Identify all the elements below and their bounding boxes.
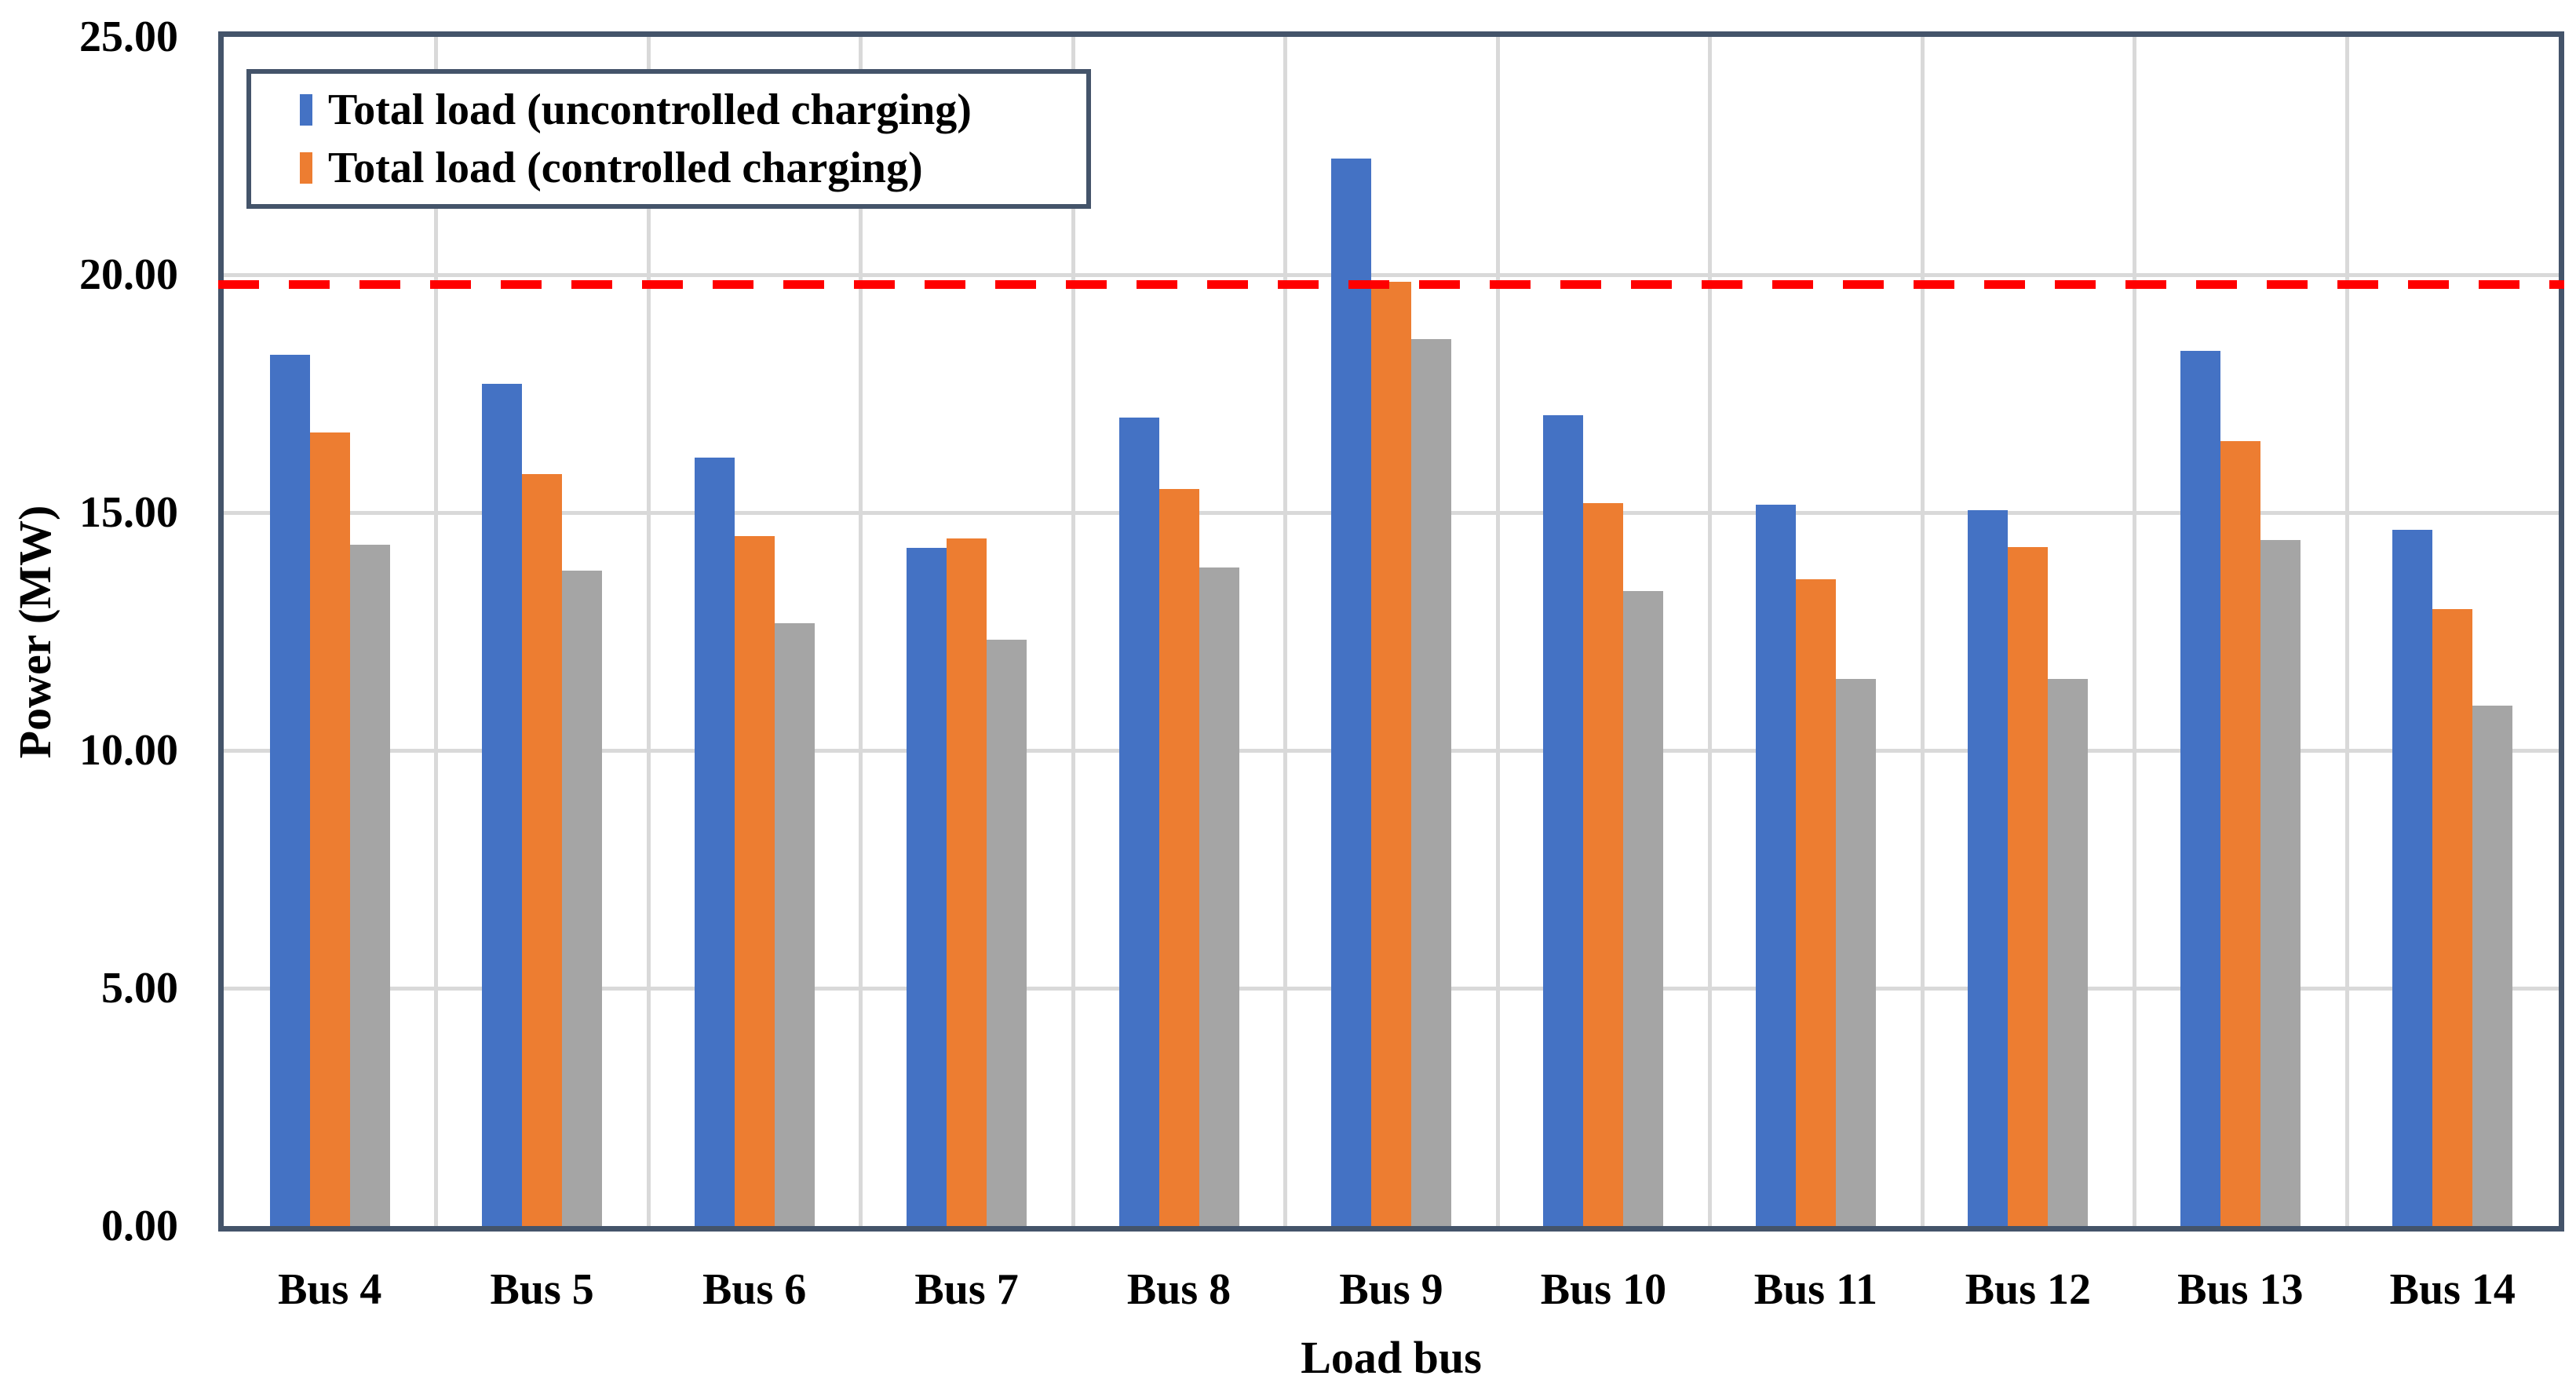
- legend-swatch-controlled-icon: [300, 152, 312, 184]
- power-limit-dashed-line: [218, 280, 2564, 290]
- x-tick-label-bus-14: Bus 14: [2389, 1265, 2516, 1314]
- bar-bus-7-uncontrolled-charging: [907, 547, 947, 1226]
- bar-bus-6-unlabeled-gray: [774, 622, 815, 1226]
- bar-bus-14-uncontrolled-charging: [2392, 529, 2433, 1226]
- y-tick-label-20.00: 20.00: [79, 250, 178, 299]
- bar-bus-9-uncontrolled-charging: [1331, 158, 1371, 1226]
- bar-bus-5-controlled-charging: [522, 473, 563, 1226]
- v-gridline-7: [1708, 37, 1713, 1226]
- bar-bus-11-controlled-charging: [1795, 578, 1836, 1226]
- x-tick-label-bus-9: Bus 9: [1339, 1265, 1443, 1314]
- x-tick-label-bus-5: Bus 5: [490, 1265, 594, 1314]
- y-tick-label-25.00: 25.00: [79, 13, 178, 61]
- v-gridline-6: [1495, 37, 1500, 1226]
- legend: Total load (uncontrolled charging) Total…: [246, 69, 1091, 209]
- x-axis-title: Load bus: [1301, 1332, 1482, 1383]
- x-tick-label-bus-6: Bus 6: [702, 1265, 807, 1314]
- legend-item-controlled-charging: Total load (controlled charging): [300, 146, 1086, 190]
- x-tick-label-bus-8: Bus 8: [1126, 1265, 1231, 1314]
- bar-bus-14-unlabeled-gray: [2472, 706, 2513, 1226]
- v-gridline-2: [646, 37, 651, 1226]
- plot-area: Total load (uncontrolled charging) Total…: [218, 31, 2564, 1232]
- bar-bus-9-unlabeled-gray: [1411, 338, 1451, 1226]
- h-gridline-20: [224, 273, 2559, 277]
- v-gridline-9: [2133, 37, 2137, 1226]
- bar-bus-7-unlabeled-gray: [987, 639, 1027, 1226]
- bar-bus-4-unlabeled-gray: [349, 544, 390, 1226]
- x-tick-label-bus-4: Bus 4: [278, 1265, 382, 1314]
- bar-bus-14-controlled-charging: [2432, 609, 2473, 1226]
- bar-bus-10-uncontrolled-charging: [1543, 414, 1584, 1226]
- v-gridline-10: [2344, 37, 2349, 1226]
- legend-label-uncontrolled: Total load (uncontrolled charging): [328, 86, 972, 134]
- y-axis-title: Power (MW): [9, 505, 60, 759]
- bar-bus-11-unlabeled-gray: [1835, 679, 1876, 1226]
- bar-bus-4-uncontrolled-charging: [269, 354, 310, 1226]
- v-gridline-5: [1283, 37, 1288, 1226]
- bar-bus-6-controlled-charging: [734, 536, 775, 1226]
- y-tick-label-15.00: 15.00: [79, 488, 178, 537]
- bar-bus-5-unlabeled-gray: [562, 570, 603, 1226]
- x-tick-label-bus-12: Bus 12: [1965, 1265, 2091, 1314]
- bar-bus-10-unlabeled-gray: [1623, 591, 1664, 1226]
- x-tick-label-bus-13: Bus 13: [2177, 1265, 2304, 1314]
- y-tick-label-10.00: 10.00: [79, 726, 178, 775]
- bar-bus-8-uncontrolled-charging: [1118, 417, 1159, 1226]
- bar-bus-6-uncontrolled-charging: [694, 458, 735, 1226]
- bar-bus-10-controlled-charging: [1583, 502, 1624, 1226]
- legend-swatch-uncontrolled-icon: [300, 94, 312, 126]
- bar-bus-13-controlled-charging: [2220, 441, 2260, 1226]
- v-gridline-4: [1071, 37, 1075, 1226]
- bar-bus-7-controlled-charging: [947, 538, 987, 1226]
- v-gridline-1: [434, 37, 439, 1226]
- v-gridline-3: [859, 37, 863, 1226]
- x-tick-label-bus-10: Bus 10: [1540, 1265, 1667, 1314]
- bar-bus-4-controlled-charging: [309, 432, 350, 1226]
- legend-label-controlled: Total load (controlled charging): [328, 144, 923, 192]
- bar-bus-8-unlabeled-gray: [1199, 567, 1239, 1226]
- bar-bus-13-uncontrolled-charging: [2180, 350, 2220, 1226]
- x-tick-label-bus-7: Bus 7: [914, 1265, 1019, 1314]
- bar-bus-8-controlled-charging: [1158, 488, 1199, 1226]
- legend-item-uncontrolled-charging: Total load (uncontrolled charging): [300, 88, 1086, 132]
- bar-bus-12-controlled-charging: [2008, 546, 2049, 1226]
- bar-bus-9-controlled-charging: [1371, 282, 1411, 1226]
- bar-bus-12-uncontrolled-charging: [1968, 509, 2009, 1226]
- bar-bus-11-uncontrolled-charging: [1755, 504, 1796, 1226]
- bar-bus-5-uncontrolled-charging: [482, 384, 523, 1226]
- x-tick-label-bus-11: Bus 11: [1753, 1265, 1877, 1314]
- y-tick-label-5.00: 5.00: [101, 964, 178, 1013]
- y-tick-label-0.00: 0.00: [101, 1202, 178, 1250]
- v-gridline-8: [1920, 37, 1925, 1226]
- bar-bus-13-unlabeled-gray: [2260, 540, 2301, 1226]
- bar-bus-12-unlabeled-gray: [2048, 679, 2089, 1226]
